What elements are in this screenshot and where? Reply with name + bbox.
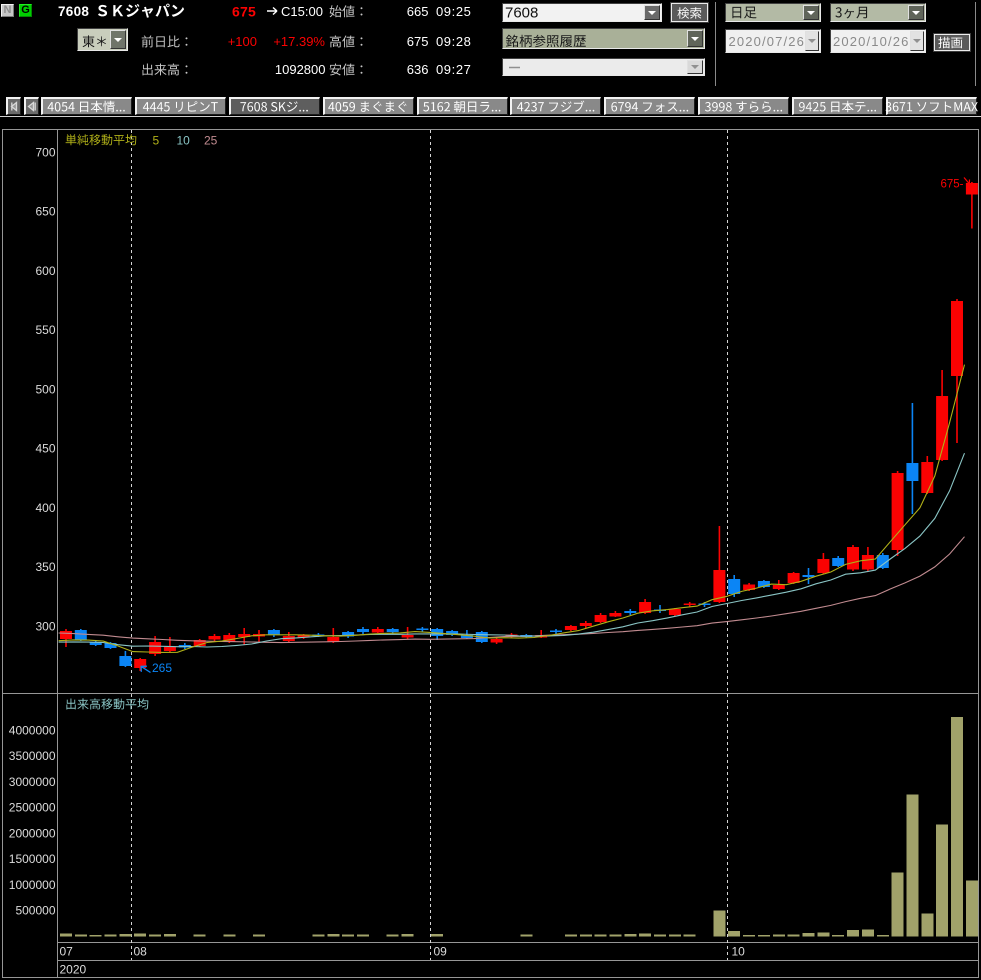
svg-text:265: 265 bbox=[152, 661, 172, 675]
svg-text:+17.39%: +17.39% bbox=[273, 34, 325, 49]
svg-text:500: 500 bbox=[35, 382, 55, 396]
svg-text:08: 08 bbox=[134, 945, 148, 959]
svg-text:675: 675 bbox=[232, 4, 256, 20]
svg-text:2500000: 2500000 bbox=[9, 801, 56, 815]
svg-text:1092800: 1092800 bbox=[275, 62, 326, 77]
svg-text:09:28: 09:28 bbox=[436, 34, 472, 49]
svg-text:10: 10 bbox=[732, 945, 746, 959]
svg-text:2020: 2020 bbox=[60, 963, 87, 977]
svg-text:09: 09 bbox=[434, 945, 448, 959]
svg-text:2020/07/26: 2020/07/26 bbox=[729, 34, 806, 49]
svg-text:7608: 7608 bbox=[505, 5, 538, 22]
svg-text:5: 5 bbox=[153, 133, 160, 147]
svg-text:636: 636 bbox=[407, 62, 429, 77]
svg-text:07: 07 bbox=[60, 945, 74, 959]
svg-text:600: 600 bbox=[35, 264, 55, 278]
svg-text:400: 400 bbox=[35, 501, 55, 515]
svg-text:2000000: 2000000 bbox=[9, 826, 56, 840]
svg-text:550: 550 bbox=[35, 323, 55, 337]
svg-text:650: 650 bbox=[35, 205, 55, 219]
svg-text:09:25: 09:25 bbox=[436, 4, 472, 19]
svg-text:+100: +100 bbox=[228, 34, 257, 49]
svg-text:675: 675 bbox=[407, 34, 429, 49]
svg-text:C15:00: C15:00 bbox=[281, 4, 323, 19]
svg-text:1000000: 1000000 bbox=[9, 878, 56, 892]
svg-text:10: 10 bbox=[177, 133, 191, 147]
svg-text:450: 450 bbox=[35, 442, 55, 456]
svg-text:300: 300 bbox=[35, 619, 55, 633]
svg-text:25: 25 bbox=[204, 133, 218, 147]
svg-text:500000: 500000 bbox=[15, 904, 55, 918]
svg-text:4000000: 4000000 bbox=[9, 724, 56, 738]
svg-text:3000000: 3000000 bbox=[9, 775, 56, 789]
svg-text:1500000: 1500000 bbox=[9, 852, 56, 866]
svg-text:3500000: 3500000 bbox=[9, 749, 56, 763]
svg-text:665: 665 bbox=[407, 4, 429, 19]
svg-text:7608: 7608 bbox=[58, 4, 89, 19]
svg-text:350: 350 bbox=[35, 560, 55, 574]
svg-text:2020/10/26: 2020/10/26 bbox=[833, 34, 910, 49]
svg-text:09:27: 09:27 bbox=[436, 62, 472, 77]
svg-text:700: 700 bbox=[35, 146, 55, 160]
svg-text:675-: 675- bbox=[940, 179, 963, 191]
